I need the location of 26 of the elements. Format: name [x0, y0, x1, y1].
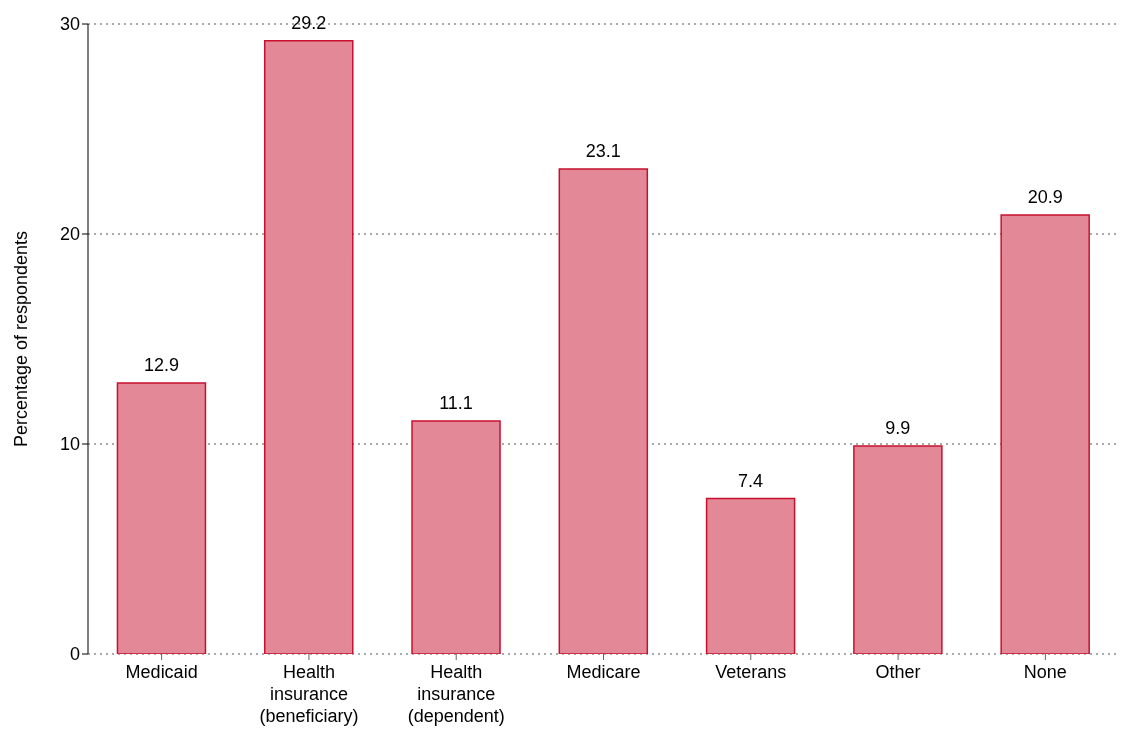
bar: [853, 445, 943, 654]
data-label: 11.1: [439, 392, 473, 413]
data-label: 23.1: [585, 140, 621, 161]
x-tick-label: Health insurance (beneficiary): [259, 662, 359, 726]
bar: [263, 40, 354, 654]
x-tick-label: Veterans: [715, 662, 787, 682]
data-label: 7.4: [738, 470, 764, 491]
bar: [411, 420, 501, 654]
data-label: 9.9: [885, 418, 911, 439]
bar: [558, 168, 649, 654]
y-tick-label: 10: [59, 434, 80, 455]
x-tick-label: Medicaid: [125, 662, 198, 682]
bar: [116, 382, 207, 654]
bar: [705, 497, 796, 654]
y-tick-label: 30: [59, 14, 80, 35]
x-tick-label: None: [1023, 662, 1067, 682]
y-tick-label: 0: [69, 644, 80, 665]
y-axis-title: Percentage of respondents: [11, 230, 32, 448]
bar: [1000, 214, 1090, 654]
x-tick-label: Health insurance (dependent): [407, 662, 505, 726]
x-tick-label: Other: [875, 662, 921, 682]
y-tick-label: 20: [59, 224, 80, 245]
data-label: 12.9: [143, 355, 179, 376]
data-label: 29.2: [291, 12, 327, 33]
x-tick-label: Medicare: [566, 662, 641, 682]
data-label: 20.9: [1027, 187, 1063, 208]
